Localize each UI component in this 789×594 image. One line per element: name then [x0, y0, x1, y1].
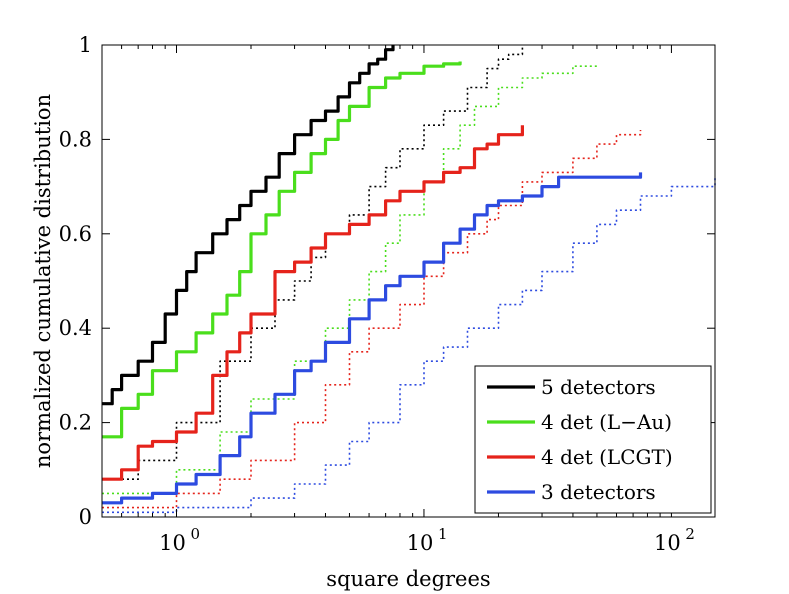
series-line-2	[102, 125, 524, 481]
series-layer	[102, 45, 716, 514]
x-tick-label: 10	[407, 531, 434, 555]
series-line-0	[102, 45, 395, 406]
series-line-6	[102, 130, 642, 509]
series-line-5	[102, 63, 598, 495]
x-tick-label: 10	[159, 531, 186, 555]
legend-label: 4 det (LCGT)	[541, 445, 673, 469]
x-tick-label-exponent: 2	[685, 525, 695, 543]
x-tick-label-base: 10	[407, 531, 434, 555]
ticks-layer: 10 0 10 1 10 200.20.40.60.81	[59, 33, 715, 555]
y-tick-label: 0.2	[59, 411, 92, 435]
series-line-3	[102, 172, 643, 505]
y-tick-label: 0.8	[59, 127, 92, 151]
x-tick-label-base: 10	[159, 531, 186, 555]
x-tick-label-exponent: 0	[190, 525, 200, 543]
y-tick-label: 0.6	[59, 222, 92, 246]
legend-label: 3 detectors	[541, 480, 656, 504]
legend-label: 4 det (L−Au)	[541, 410, 672, 434]
legend-box	[474, 365, 712, 514]
x-tick-label: 10	[654, 531, 681, 555]
x-tick-label-exponent: 1	[438, 525, 448, 543]
legend: 5 detectors 4 det (L−Au) 4 det (LCGT) 3 det…	[474, 365, 712, 514]
series-line-1	[102, 61, 462, 439]
x-axis-label: square degrees	[326, 567, 490, 591]
y-tick-label: 0.4	[59, 316, 92, 340]
legend-label: 5 detectors	[541, 375, 656, 399]
y-tick-label: 1	[79, 33, 92, 57]
y-tick-label: 0	[79, 505, 92, 529]
x-tick-label-base: 10	[654, 531, 681, 555]
plot-frame	[101, 44, 716, 518]
series-line-7	[102, 177, 716, 514]
y-axis-label: normalized cumulative distribution	[31, 94, 55, 468]
